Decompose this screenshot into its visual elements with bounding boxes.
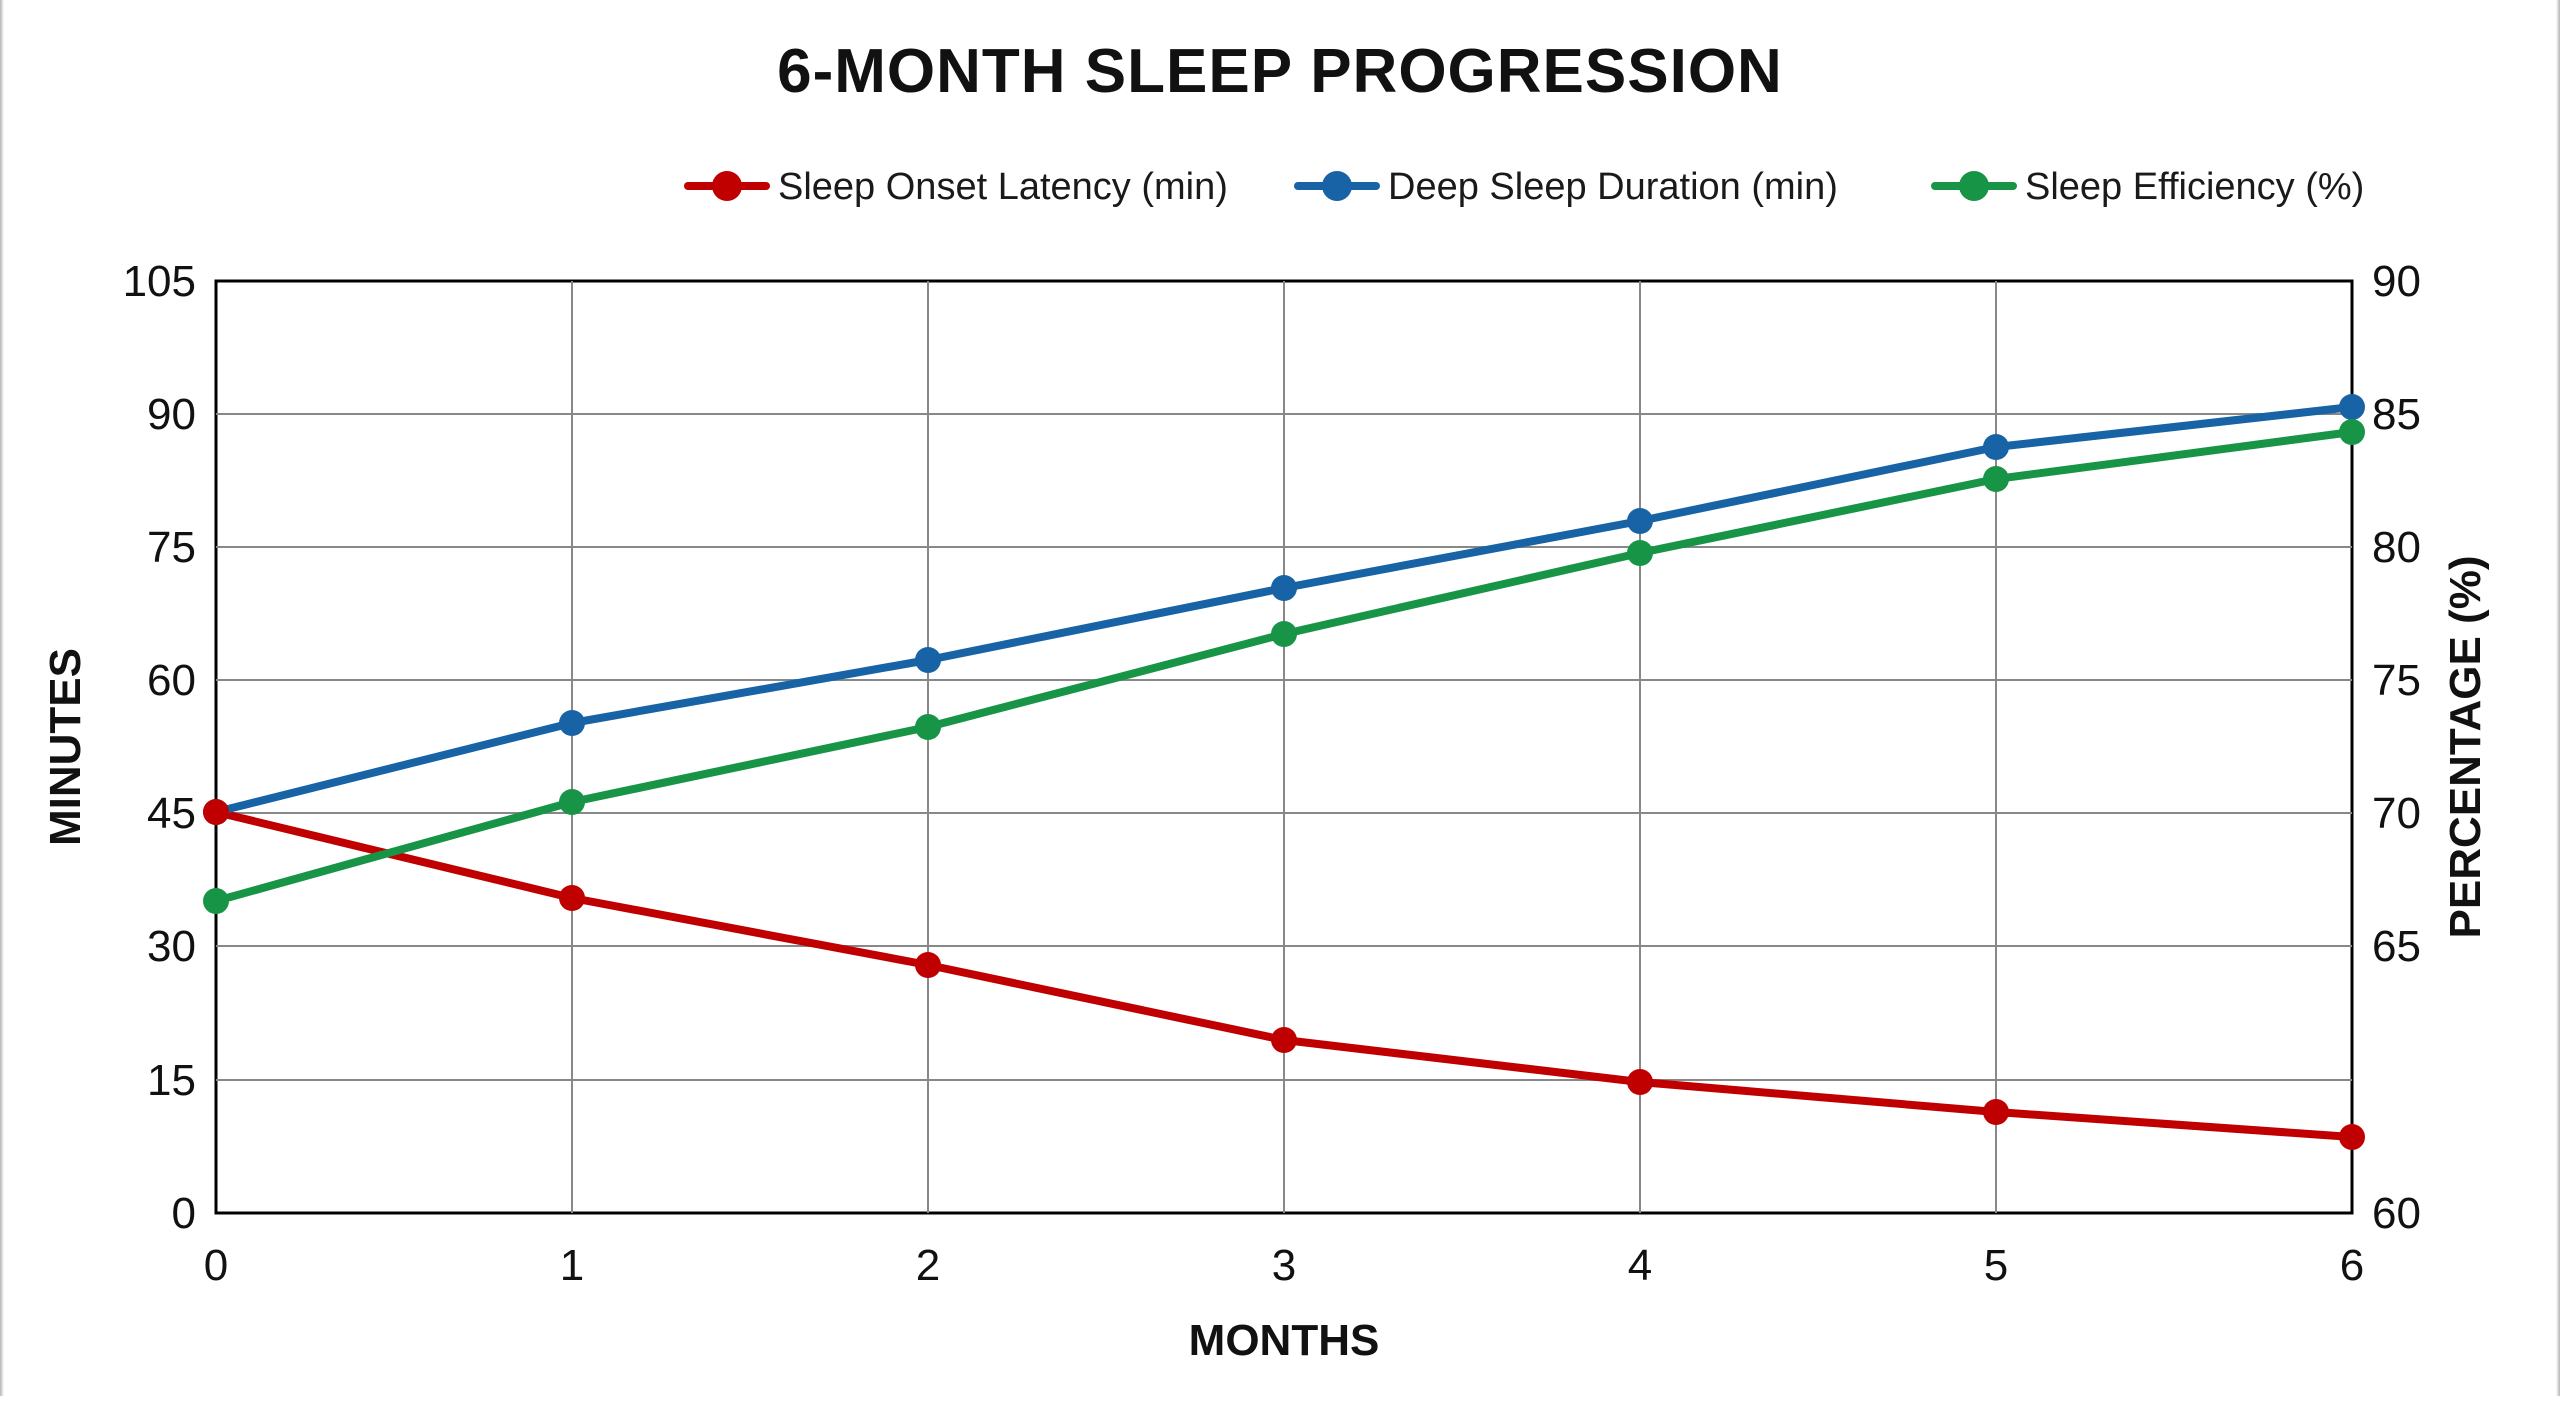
svg-text:4: 4 [1628, 1241, 1652, 1290]
svg-text:5: 5 [1984, 1241, 2008, 1290]
svg-text:80: 80 [2372, 523, 2421, 572]
svg-text:0: 0 [204, 1241, 228, 1290]
svg-text:90: 90 [2372, 257, 2421, 306]
svg-text:1: 1 [560, 1241, 584, 1290]
svg-text:6-MONTH SLEEP PROGRESSION: 6-MONTH SLEEP PROGRESSION [777, 37, 1783, 106]
svg-text:65: 65 [2372, 922, 2421, 971]
svg-text:PERCENTAGE (%): PERCENTAGE (%) [2441, 556, 2490, 939]
svg-text:6: 6 [2340, 1241, 2364, 1290]
svg-text:60: 60 [2372, 1189, 2421, 1238]
svg-text:Sleep Onset Latency (min): Sleep Onset Latency (min) [778, 166, 1228, 208]
svg-text:105: 105 [123, 257, 196, 306]
svg-text:0: 0 [172, 1189, 196, 1238]
svg-text:90: 90 [147, 390, 196, 439]
svg-text:85: 85 [2372, 390, 2421, 439]
svg-text:15: 15 [147, 1056, 196, 1105]
svg-text:MINUTES: MINUTES [41, 648, 90, 846]
svg-text:Sleep Efficiency (%): Sleep Efficiency (%) [2025, 166, 2364, 208]
svg-text:MONTHS: MONTHS [1189, 1316, 1380, 1365]
svg-text:3: 3 [1272, 1241, 1296, 1290]
svg-text:Deep Sleep Duration (min): Deep Sleep Duration (min) [1388, 166, 1838, 208]
svg-text:70: 70 [2372, 789, 2421, 838]
svg-text:60: 60 [147, 656, 196, 705]
svg-text:75: 75 [147, 523, 196, 572]
svg-text:2: 2 [916, 1241, 940, 1290]
svg-text:75: 75 [2372, 656, 2421, 705]
svg-text:30: 30 [147, 922, 196, 971]
svg-text:45: 45 [147, 789, 196, 838]
